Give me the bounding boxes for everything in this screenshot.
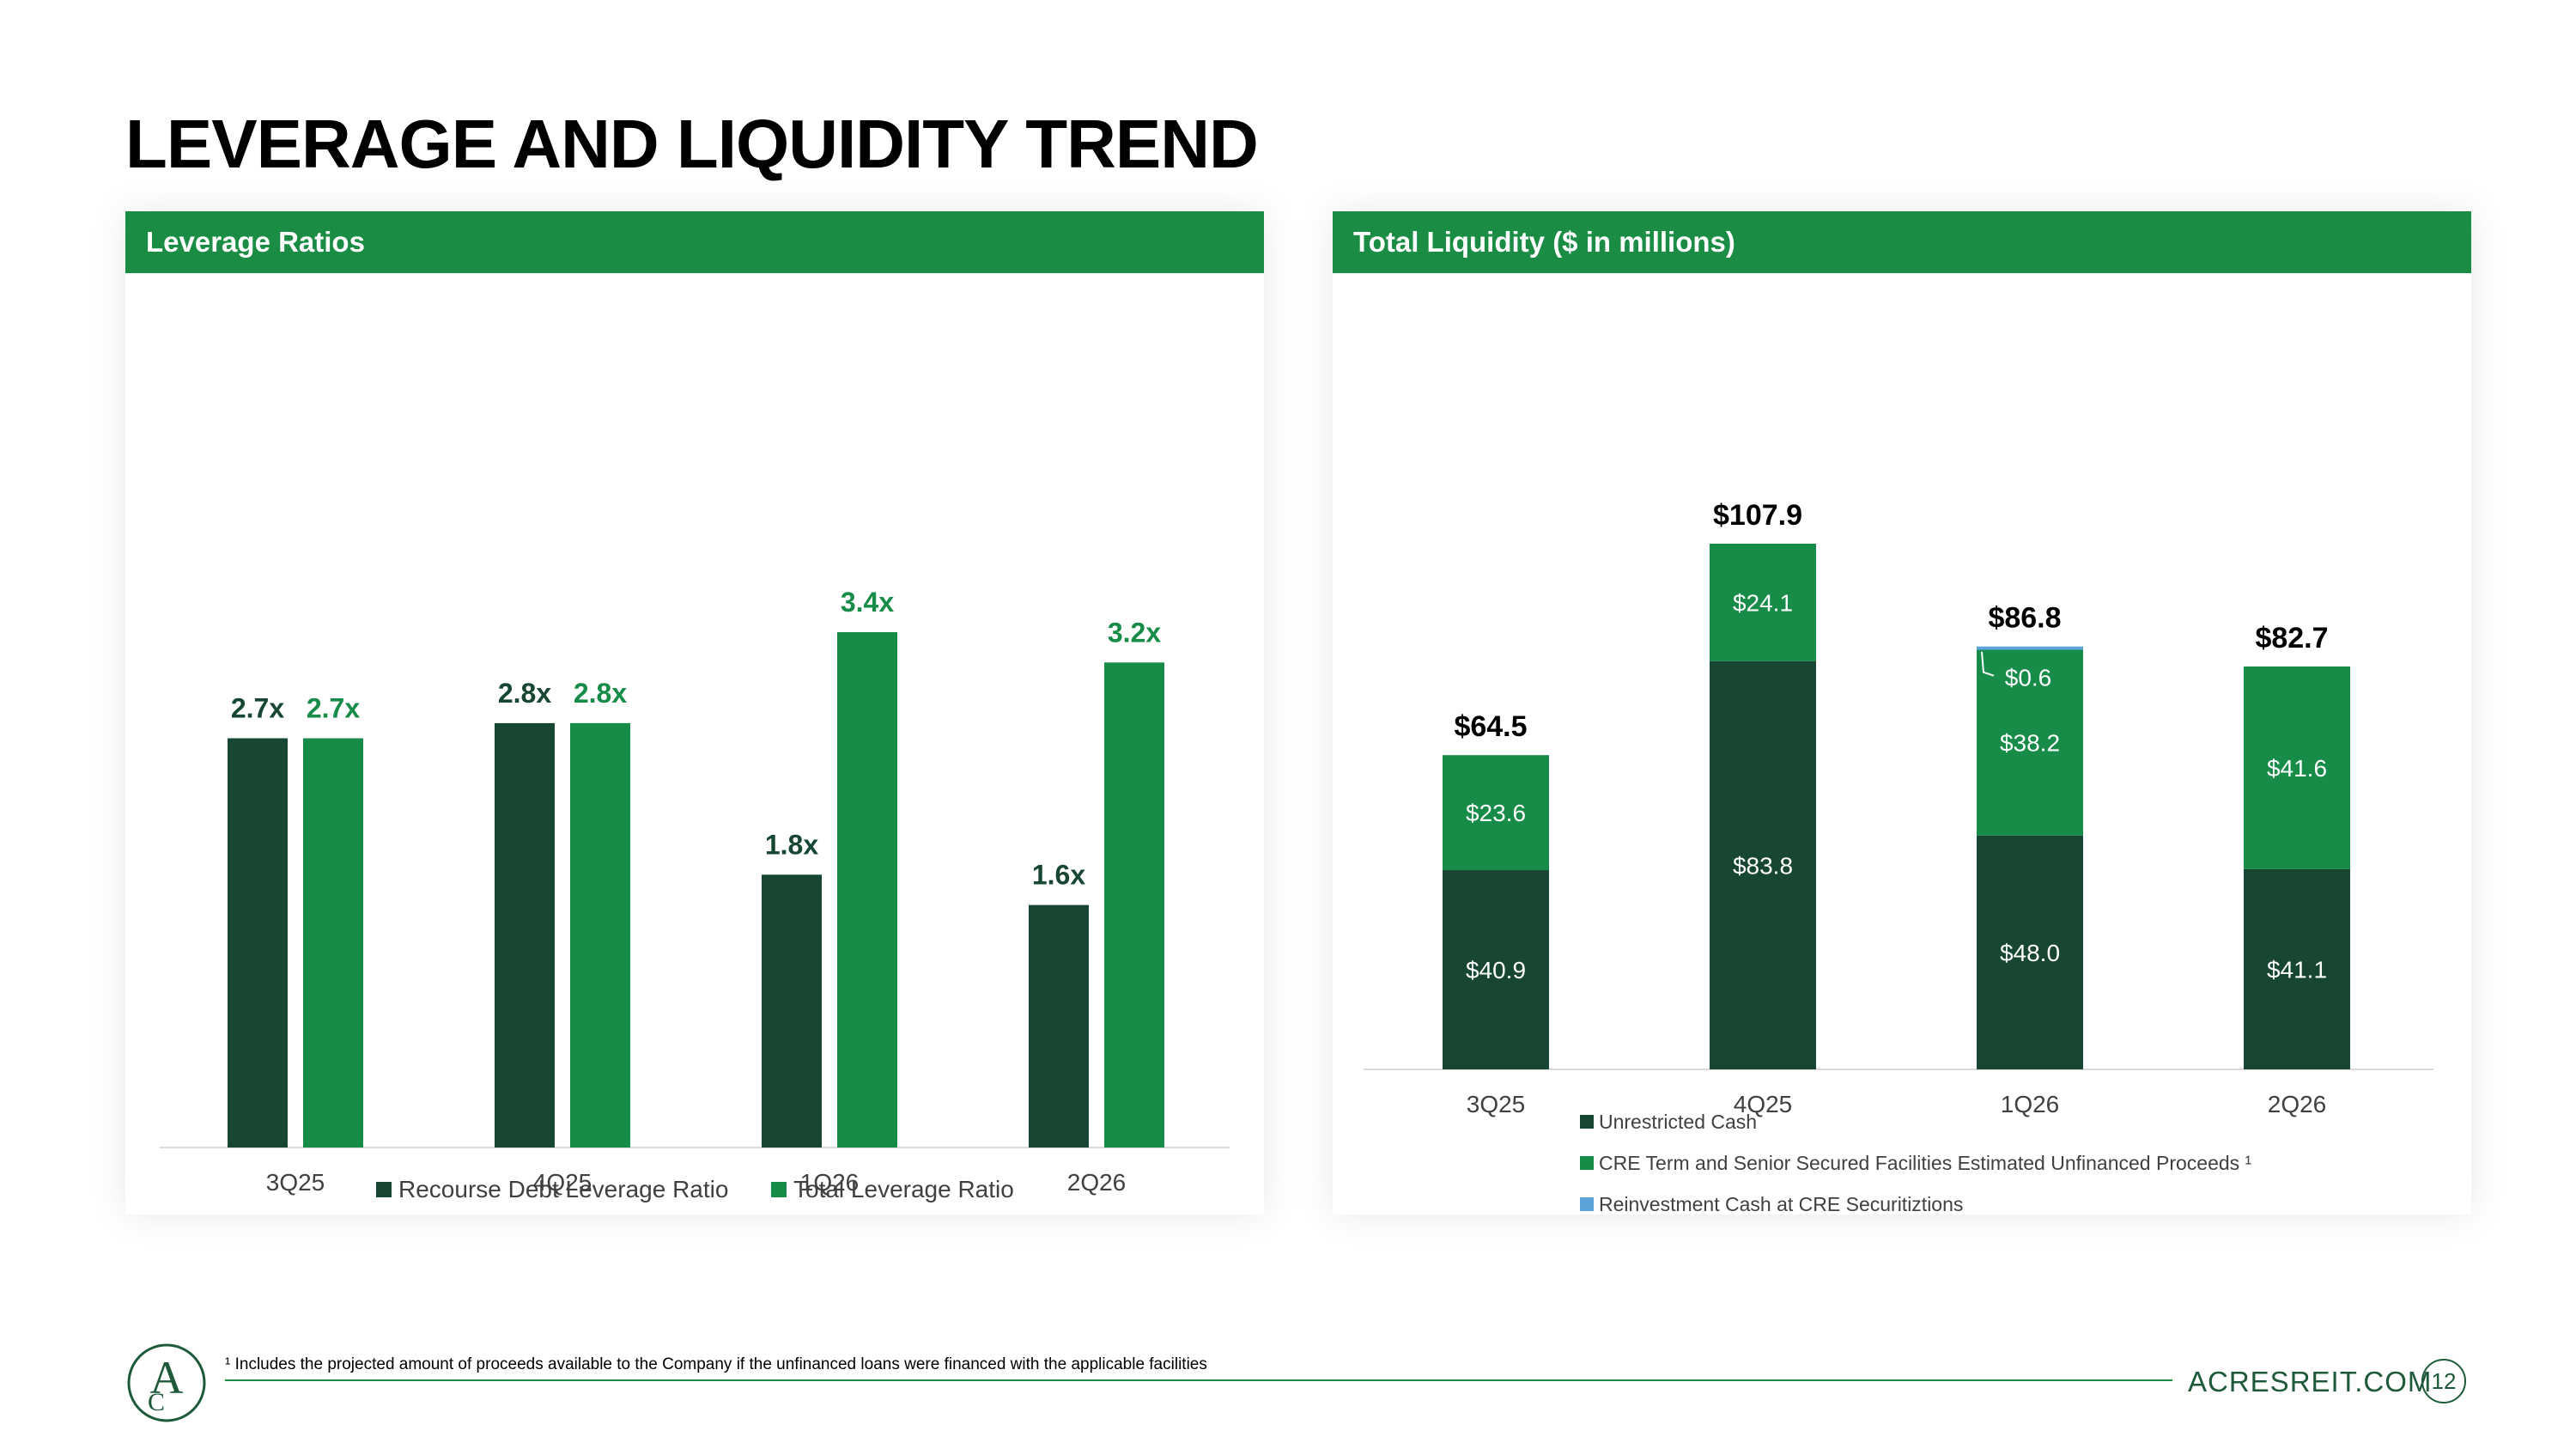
legend-label: Unrestricted Cash — [1599, 1111, 1757, 1133]
bar-total-4q25 — [570, 722, 630, 1148]
page-title: LEVERAGE AND LIQUIDITY TREND — [125, 106, 1259, 182]
legend-label: Total Leverage Ratio — [793, 1176, 1014, 1202]
total-label-2q26: $82.7 — [2255, 622, 2328, 654]
bar-reinvestment-cash-1q26 — [1977, 646, 2083, 650]
data-label-recourse-4q25: 2.8x — [498, 678, 551, 709]
bar-total-3q25 — [303, 738, 363, 1148]
x-tick-label: 3Q25 — [1467, 1091, 1526, 1117]
legend-swatch — [771, 1182, 787, 1197]
data-label-total-3q25: 2.7x — [307, 693, 360, 724]
data-label-cre-facilities-1q26: $38.2 — [2000, 729, 2060, 756]
bar-unrestricted-cash-3q25 — [1443, 870, 1549, 1069]
legend-swatch — [376, 1182, 392, 1197]
bar-unrestricted-cash-4q25 — [1710, 661, 1816, 1069]
page-number: 12 — [2421, 1359, 2466, 1403]
data-label-cre-facilities-4q25: $24.1 — [1733, 589, 1793, 616]
svg-text:A: A — [150, 1352, 184, 1403]
legend-swatch — [1580, 1156, 1594, 1170]
bar-recourse-2q26 — [1029, 904, 1089, 1148]
total-label-3q25: $64.5 — [1454, 710, 1527, 743]
acres-logo: A C — [127, 1343, 206, 1422]
callout-line — [1981, 651, 1995, 677]
bar-recourse-4q25 — [495, 722, 555, 1148]
data-label-recourse-3q25: 2.7x — [231, 693, 284, 724]
total-label-1q26: $86.8 — [1988, 602, 2061, 635]
data-label-unrestricted-cash-3q25: $40.9 — [1466, 957, 1526, 983]
bar-recourse-1q26 — [762, 874, 822, 1148]
data-label-unrestricted-cash-1q26: $48.0 — [2000, 940, 2060, 966]
legend-label: Reinvestment Cash at CRE Securitiztions — [1599, 1193, 1963, 1215]
x-tick-label: 1Q26 — [2001, 1091, 2060, 1117]
total-liquidity-panel: Total Liquidity ($ in millions) $40.9 $23… — [1333, 211, 2471, 1215]
svg-text:C: C — [148, 1388, 165, 1416]
website-link[interactable]: ACRESREIT.COM — [2188, 1366, 2433, 1397]
data-label-total-1q26: 3.4x — [841, 587, 894, 618]
data-label-cre-facilities-2q26: $41.6 — [2267, 755, 2327, 782]
bar-recourse-3q25 — [228, 738, 288, 1148]
data-label-recourse-1q26: 1.8x — [765, 829, 818, 860]
leverage-ratios-panel: Leverage Ratios 2.7x 2.7x 3Q25 2.8x 2.8x 4Q25… — [125, 211, 1264, 1215]
x-tick-label: 3Q25 — [266, 1169, 325, 1196]
total-label-4q25: $107.9 — [1713, 499, 1802, 532]
data-label-unrestricted-cash-4q25: $83.8 — [1733, 852, 1793, 879]
data-label-total-2q26: 3.2x — [1108, 617, 1161, 648]
bar-total-2q26 — [1104, 662, 1164, 1148]
legend-swatch — [1580, 1197, 1594, 1211]
x-tick-label: 4Q25 — [1734, 1091, 1793, 1117]
leverage-ratios-header: Leverage Ratios — [125, 211, 1264, 273]
bar-total-1q26 — [837, 632, 897, 1148]
x-tick-label: 2Q26 — [2268, 1091, 2327, 1117]
total-liquidity-chart: $40.9 $23.6 $64.5 3Q25 $83.8 $24.1 $107.9 4Q25 $… — [1364, 499, 2433, 1215]
data-label-cre-facilities-3q25: $23.6 — [1466, 800, 1526, 826]
leverage-ratios-chart: 2.7x 2.7x 3Q25 2.8x 2.8x 4Q25 1.8x 3.4x 1Q26 1.6x… — [160, 587, 1230, 1202]
legend-swatch — [1580, 1115, 1594, 1129]
x-tick-label: 4Q25 — [533, 1169, 592, 1196]
data-label-reinvestment-cash-1q26: $0.6 — [2005, 665, 2052, 691]
legend-label: CRE Term and Senior Secured Facilities E… — [1599, 1152, 2252, 1174]
x-tick-label: 2Q26 — [1067, 1169, 1127, 1196]
footer-divider — [225, 1379, 2172, 1381]
bar-cre-facilities-3q25 — [1443, 755, 1549, 871]
data-label-total-4q25: 2.8x — [574, 678, 627, 709]
bar-cre-facilities-2q26 — [2244, 666, 2350, 869]
footnote: ¹ Includes the projected amount of proce… — [225, 1355, 1207, 1373]
bar-unrestricted-cash-1q26 — [1977, 835, 2083, 1069]
legend-label: Recourse Debt Leverage Ratio — [398, 1176, 728, 1202]
total-liquidity-header: Total Liquidity ($ in millions) — [1333, 211, 2471, 273]
data-label-unrestricted-cash-2q26: $41.1 — [2267, 956, 2327, 983]
data-label-recourse-2q26: 1.6x — [1032, 860, 1085, 891]
x-tick-label: 1Q26 — [800, 1169, 860, 1196]
bar-cre-facilities-1q26 — [1977, 649, 2083, 836]
bar-cre-facilities-4q25 — [1710, 544, 1816, 661]
bar-unrestricted-cash-2q26 — [2244, 868, 2350, 1069]
